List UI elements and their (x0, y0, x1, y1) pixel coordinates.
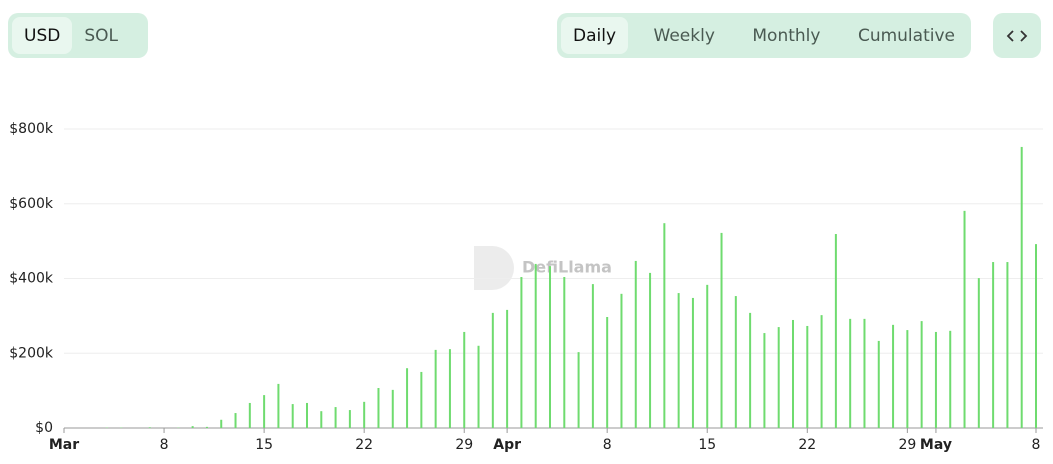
x-tick-label: 8 (1032, 437, 1041, 453)
bar (691, 297, 694, 428)
bar (534, 263, 537, 428)
bar (649, 272, 652, 428)
bar (777, 327, 780, 428)
bar (1035, 244, 1037, 428)
bar (348, 410, 351, 428)
bar (763, 333, 766, 428)
bar (720, 232, 723, 428)
x-tick-label: 22 (355, 437, 373, 453)
x-tick-label: Apr (493, 437, 521, 453)
y-tick-label: $400k (9, 271, 54, 287)
bar (377, 388, 380, 428)
bar (463, 331, 466, 428)
bar (849, 318, 852, 428)
bar (549, 266, 551, 428)
bar (634, 260, 637, 428)
bar (734, 296, 737, 428)
bar (820, 315, 823, 428)
bar (892, 324, 895, 428)
x-tick-label: 15 (255, 437, 273, 453)
bar (420, 371, 423, 428)
bar (263, 395, 266, 428)
bar (792, 319, 794, 428)
embed-button[interactable] (993, 13, 1041, 58)
bar (977, 278, 980, 428)
x-tick-label: 8 (160, 437, 169, 453)
bar (205, 426, 208, 428)
bar (963, 210, 966, 428)
bar (1020, 146, 1023, 428)
toggle-option[interactable]: Weekly (653, 25, 715, 46)
bar (506, 309, 509, 428)
toggle-option[interactable]: Cumulative (857, 25, 955, 46)
bar (448, 349, 451, 428)
bar (906, 330, 909, 428)
toggle-option[interactable]: Daily (561, 17, 629, 54)
embed-icon (1006, 29, 1028, 42)
bar (434, 349, 437, 428)
bar (291, 404, 294, 428)
x-tick-label: 8 (603, 437, 612, 453)
bar (148, 427, 151, 428)
bar (591, 284, 594, 428)
y-tick-label: $0 (35, 420, 53, 436)
watermark-logo (474, 246, 514, 290)
bar (877, 340, 880, 428)
bar (520, 277, 523, 428)
bar (706, 284, 709, 428)
bar (1006, 262, 1009, 428)
bar (191, 426, 194, 428)
bar (334, 407, 337, 428)
bar (749, 312, 752, 428)
y-tick-label: $600k (9, 196, 54, 212)
bar (606, 316, 609, 428)
bar (391, 389, 394, 428)
x-tick-label: 22 (798, 437, 816, 453)
bar (220, 419, 223, 428)
bar (934, 331, 937, 428)
period-toggle: Daily Weekly Monthly Cumulative (557, 13, 971, 58)
x-tick-label: 29 (455, 437, 473, 453)
bar (477, 345, 480, 428)
currency-toggle: USD SOL (8, 13, 148, 58)
bar (834, 234, 837, 428)
x-tick-label: May (920, 437, 952, 453)
bar (992, 262, 995, 428)
bar (663, 223, 666, 428)
x-tick-label: 15 (698, 437, 716, 453)
x-tick-label: Mar (49, 437, 79, 453)
bar (306, 402, 308, 428)
y-tick-label: $200k (9, 345, 54, 361)
bar (234, 413, 237, 428)
toggle-option[interactable]: SOL (84, 25, 118, 46)
bar (406, 368, 409, 428)
toggle-option[interactable]: Monthly (752, 25, 821, 46)
bar (320, 411, 323, 428)
x-tick-label: 29 (898, 437, 916, 453)
bar (563, 277, 566, 428)
toggle-option[interactable]: USD (12, 17, 73, 54)
y-tick-label: $800k (9, 121, 54, 137)
bar (863, 318, 866, 428)
bar (949, 330, 952, 428)
watermark: DefiLlama (522, 258, 612, 277)
bar (248, 402, 251, 428)
bar (491, 312, 494, 428)
bar (620, 293, 623, 428)
bar (577, 352, 580, 428)
bar (363, 401, 366, 428)
bar (277, 383, 280, 428)
bar (677, 293, 680, 428)
bar (806, 325, 809, 428)
bar (920, 321, 923, 428)
